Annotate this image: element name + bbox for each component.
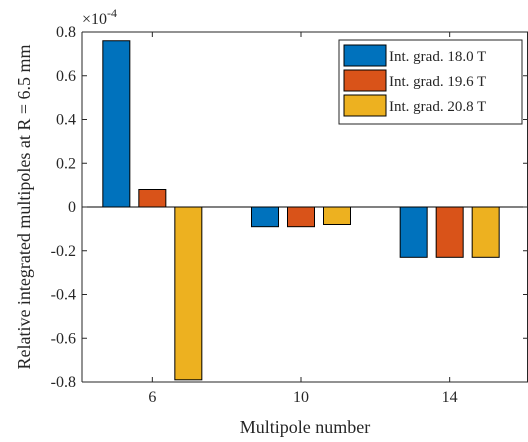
x-tick-label: 10 — [293, 389, 309, 406]
bar-6-series-2 — [138, 189, 167, 208]
legend-swatch — [343, 94, 387, 117]
legend: Int. grad. 18.0 T Int. grad. 19.6 T Int. g… — [338, 39, 523, 125]
bar-10-series-3 — [323, 206, 351, 225]
legend-swatch — [343, 69, 387, 92]
y-tick-label: -0.4 — [51, 287, 76, 304]
y-multiplier-base: ×10 — [82, 11, 107, 28]
y-multiplier-exponent: -4 — [107, 6, 117, 20]
y-axis-label: Relative integrated multipoles at R = 6.… — [14, 44, 34, 369]
bar-6-series-3 — [174, 206, 203, 381]
x-tick-label: 6 — [148, 389, 156, 406]
bar-6-series-1 — [102, 40, 131, 208]
y-axis-multiplier: ×10-4 — [82, 6, 117, 28]
bar-14-series-3 — [471, 206, 500, 258]
y-tick-label: 0.6 — [56, 68, 76, 85]
y-tick-label: -0.6 — [51, 330, 76, 347]
y-tick-label: 0.8 — [56, 24, 76, 41]
bar-14-series-2 — [435, 206, 464, 258]
y-tick-label: 0.4 — [56, 112, 76, 129]
y-tick-label: 0.2 — [56, 155, 76, 172]
x-axis-label: Multipole number — [240, 417, 370, 437]
legend-entry-label: Int. grad. 20.8 T — [389, 99, 486, 115]
y-tick-label: -0.2 — [51, 243, 76, 260]
bar-14-series-1 — [399, 206, 428, 258]
bar-10-series-2 — [287, 206, 315, 228]
x-tick-label: 14 — [442, 389, 458, 406]
y-tick-label: -0.8 — [51, 374, 76, 391]
bars-layer — [82, 40, 528, 381]
legend-entry-label: Int. grad. 18.0 T — [389, 49, 486, 65]
legend-entry-label: Int. grad. 19.6 T — [389, 74, 486, 90]
bar-10-series-1 — [251, 206, 279, 228]
y-tick-label: 0 — [68, 199, 76, 216]
legend-swatch — [343, 44, 387, 67]
